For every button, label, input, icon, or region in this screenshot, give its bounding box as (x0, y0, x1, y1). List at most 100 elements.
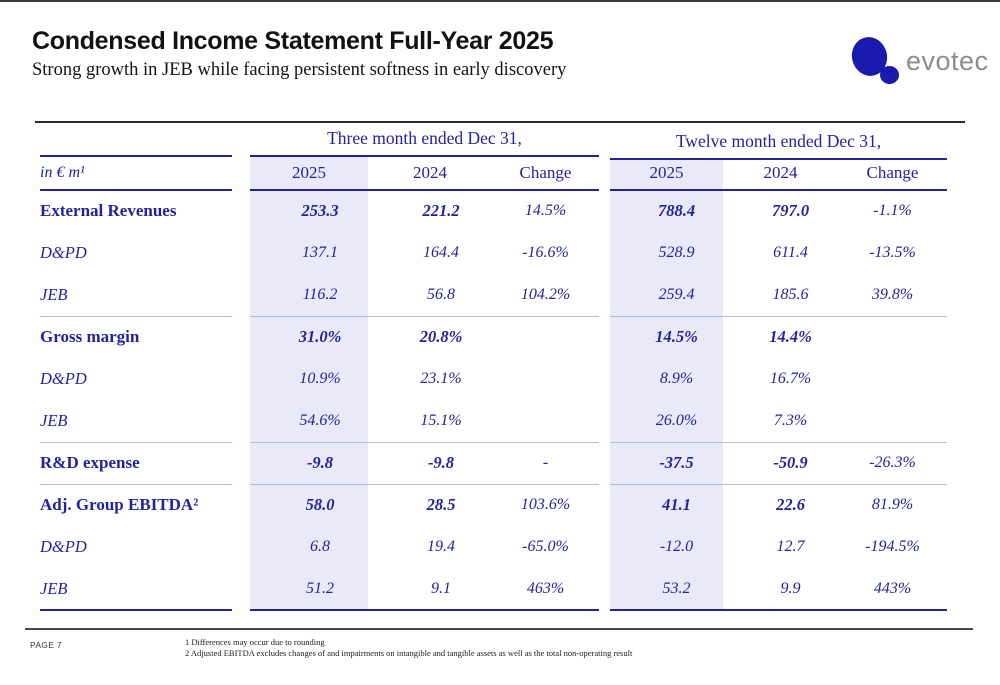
cell-2025-3m: 51.2 (306, 580, 334, 597)
cell-2025-3m: 10.9% (299, 370, 341, 387)
cell-2025-12m: 26.0% (655, 412, 698, 429)
section-separator (40, 484, 232, 485)
table-row: Gross margin 31.0% 20.8% 14.5% 14.4% (0, 316, 1000, 358)
cell-2025-12m: 259.4 (658, 286, 695, 303)
rule-under-group2-headers (610, 189, 947, 191)
row-label: D&PD (40, 537, 87, 556)
cell-2025-12m: -12.0 (659, 538, 694, 555)
table-row: External Revenues 253.3 221.2 14.5% 788.… (0, 190, 1000, 232)
row-label: JEB (40, 285, 68, 304)
table-row: JEB 54.6% 15.1% 26.0% 7.3% (0, 400, 1000, 443)
section-separator (40, 316, 232, 317)
logo-wordmark: evotec (906, 46, 989, 76)
cell-2024-3m: 221.2 (422, 201, 460, 220)
cell-change-3m: 104.2% (520, 286, 571, 303)
table-top-rule (35, 121, 965, 123)
section-separator (250, 316, 599, 317)
section-separator (610, 484, 947, 485)
cell-2025-3m: 31.0% (298, 327, 342, 346)
table-row: D&PD 137.1 164.4 -16.6% 528.9 611.4 -13.… (0, 232, 1000, 274)
cell-2024-12m: 22.6 (776, 495, 805, 514)
table-row: D&PD 6.8 19.4 -65.0% -12.0 12.7 -194.5% (0, 526, 1000, 568)
cell-change-12m: 443% (873, 580, 912, 597)
group-header-three-month: Three month ended Dec 31, (327, 128, 522, 148)
table-bottom-rule-group1 (250, 609, 599, 611)
page-subtitle: Strong growth in JEB while facing persis… (32, 60, 567, 80)
cell-2025-12m: 788.4 (657, 201, 696, 220)
cell-2024-3m: 20.8% (419, 327, 463, 346)
cell-change-3m: - (542, 454, 549, 471)
cell-change-12m: -1.1% (873, 202, 912, 219)
table-row: JEB 116.2 56.8 104.2% 259.4 185.6 39.8% (0, 274, 1000, 317)
rule-above-unit-label (40, 155, 232, 157)
cell-2024-12m: 611.4 (773, 244, 808, 261)
cell-change-3m: 463% (526, 580, 565, 597)
table-bottom-rule-group2 (610, 609, 947, 611)
cell-2024-3m: -9.8 (427, 453, 455, 472)
row-label: JEB (40, 411, 68, 430)
col-header-change-3m: Change (519, 163, 572, 182)
logo-dot-icon (880, 66, 899, 84)
row-label: D&PD (40, 369, 87, 388)
rule-under-unit-label (40, 189, 232, 191)
cell-2025-3m: 58.0 (305, 495, 335, 514)
rule-under-group1-title (250, 155, 599, 157)
cell-2025-12m: 8.9% (659, 370, 694, 387)
cell-2024-12m: 7.3% (773, 412, 808, 429)
table-bottom-rule-labels (40, 609, 232, 611)
cell-2024-3m: 28.5 (426, 495, 456, 514)
section-separator (250, 442, 599, 443)
col-header-2024-12m: 2024 (763, 163, 798, 182)
section-separator (40, 442, 232, 443)
section-separator (610, 316, 947, 317)
cell-2025-12m: 528.9 (658, 244, 695, 261)
cell-2024-3m: 164.4 (423, 244, 459, 261)
cell-2024-12m: 14.4% (769, 327, 812, 346)
row-label: R&D expense (40, 453, 140, 472)
col-header-2024-3m: 2024 (413, 163, 447, 182)
cell-2025-3m: 6.8 (310, 538, 330, 555)
section-separator (610, 442, 947, 443)
window-top-edge (0, 0, 1000, 2)
cell-2025-3m: 116.2 (302, 286, 338, 303)
section-separator (250, 484, 599, 485)
table-row: R&D expense -9.8 -9.8 - -37.5 -50.9 -26.… (0, 442, 1000, 485)
footnotes: 1 Differences may occur due to rounding … (185, 637, 825, 659)
col-header-change-12m: Change (866, 163, 919, 182)
highlight-column-2025-three-month (250, 156, 368, 610)
page-title: Condensed Income Statement Full-Year 202… (32, 27, 554, 55)
row-label: Gross margin (40, 327, 140, 346)
footnote-2: 2 Adjusted EBITDA excludes changes of an… (185, 648, 633, 658)
cell-2024-3m: 56.8 (427, 286, 455, 303)
cell-2024-12m: 12.7 (776, 538, 805, 555)
cell-change-12m: -13.5% (869, 244, 916, 261)
cell-2024-12m: 16.7% (769, 370, 812, 387)
cell-2024-3m: 15.1% (420, 412, 462, 429)
highlight-column-2025-twelve-month (610, 159, 723, 610)
cell-2024-12m: -50.9 (773, 453, 808, 472)
cell-change-3m: 103.6% (520, 496, 571, 513)
col-header-2025-3m: 2025 (292, 163, 326, 182)
rule-under-group2-title (610, 158, 947, 160)
row-label: Adj. Group EBITDA² (40, 495, 199, 514)
cell-2024-12m: 9.9 (780, 580, 801, 597)
cell-2025-12m: -37.5 (659, 453, 694, 472)
unit-label: in € m¹ (40, 164, 85, 181)
table-row: Adj. Group EBITDA² 58.0 28.5 103.6% 41.1… (0, 484, 1000, 526)
cell-2024-12m: 797.0 (771, 201, 810, 220)
page-number-label: PAGE 7 (30, 640, 62, 650)
table-row: D&PD 10.9% 23.1% 8.9% 16.7% (0, 358, 1000, 400)
evotec-logo: evotec (847, 33, 990, 90)
cell-change-12m: -194.5% (865, 538, 920, 555)
rule-under-group1-headers (250, 189, 599, 191)
cell-change-12m: 81.9% (871, 496, 914, 513)
cell-2025-12m: 41.1 (662, 495, 691, 514)
row-label: External Revenues (40, 201, 177, 220)
cell-2024-12m: 185.6 (772, 286, 809, 303)
cell-2025-3m: 137.1 (302, 244, 338, 261)
row-label: D&PD (40, 243, 87, 262)
cell-change-3m: 14.5% (524, 202, 567, 219)
cell-2025-3m: 54.6% (299, 412, 341, 429)
cell-change-3m: -16.6% (522, 244, 569, 261)
